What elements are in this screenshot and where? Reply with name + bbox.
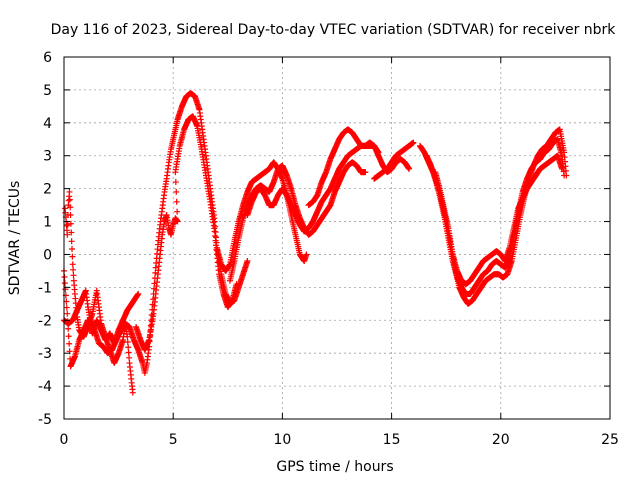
data-point (174, 218, 181, 225)
grid-lines (64, 57, 610, 419)
y-tick-label: -3 (38, 346, 52, 362)
x-axis-label: GPS time / hours (276, 459, 393, 475)
x-tick-label: 25 (601, 432, 619, 448)
data-point (68, 229, 75, 236)
data-point (129, 389, 136, 396)
plot-frame (63, 56, 611, 420)
data-point (64, 221, 71, 228)
sat-trace-8 (305, 126, 413, 209)
sat-trace-11 (423, 136, 568, 297)
sat-trace-12 (432, 152, 565, 288)
sat-trace-9 (371, 139, 417, 182)
data-point (303, 251, 310, 258)
data-point (233, 281, 240, 288)
x-tick-label: 15 (383, 432, 401, 448)
y-tick-label: 6 (43, 50, 52, 66)
data-point (124, 338, 131, 345)
y-tick-label: -4 (38, 379, 52, 395)
x-tick-label: 5 (169, 432, 178, 448)
sat-trace-5 (213, 159, 310, 274)
data-point (65, 333, 72, 340)
data-point (135, 290, 142, 297)
data-point (67, 220, 74, 227)
data-point (69, 253, 76, 260)
data-point (68, 238, 75, 245)
data-point (174, 208, 181, 215)
data-point (561, 172, 568, 179)
data-point (172, 179, 179, 186)
data-point (70, 266, 77, 273)
y-tick-label: 3 (43, 149, 52, 165)
data-point (406, 165, 413, 172)
data-point (66, 340, 73, 347)
data-point (125, 349, 132, 356)
data-point (63, 304, 70, 311)
x-tick-label: 20 (492, 432, 510, 448)
data-point (173, 188, 180, 195)
sat-trace-4 (133, 113, 240, 353)
y-tick-label: -1 (38, 280, 52, 296)
data-point (64, 231, 71, 238)
data-point (69, 261, 76, 268)
data-point (67, 204, 74, 211)
x-tick-label: 10 (273, 432, 291, 448)
data-point (362, 169, 369, 176)
y-tick-label: 0 (43, 247, 52, 263)
data-point (410, 139, 417, 146)
data-point (124, 333, 131, 340)
data-point (125, 344, 132, 351)
y-tick-label: 2 (43, 182, 52, 198)
data-point (126, 354, 133, 361)
data-point (69, 245, 76, 252)
y-tick-label: 5 (43, 83, 52, 99)
y-tick-label: 1 (43, 215, 52, 231)
data-point (65, 325, 72, 332)
sat-trace-7 (244, 142, 382, 235)
y-tick-label: 4 (43, 116, 52, 132)
data-point (173, 198, 180, 205)
y-axis-label: SDTVAR / TECUs (7, 181, 23, 296)
data-point (61, 280, 68, 287)
data-point (152, 269, 159, 276)
data-point (66, 196, 73, 203)
data-point (244, 258, 251, 265)
data-point (558, 165, 565, 172)
data-point (70, 272, 77, 279)
data-point (64, 310, 71, 317)
y-tick-label: -5 (38, 412, 52, 428)
data-point (67, 211, 74, 218)
data-point (66, 188, 73, 195)
x-tick-label: 0 (60, 432, 69, 448)
axes: 0 5 10 15 20 25 -5 -4 -3 -2 -1 0 1 2 3 4 5 6 (38, 50, 619, 448)
chart-title: Day 116 of 2023, Sidereal Day-to-day VTE… (51, 22, 617, 38)
data-points (61, 90, 570, 396)
y-tick-label: -2 (38, 313, 52, 329)
